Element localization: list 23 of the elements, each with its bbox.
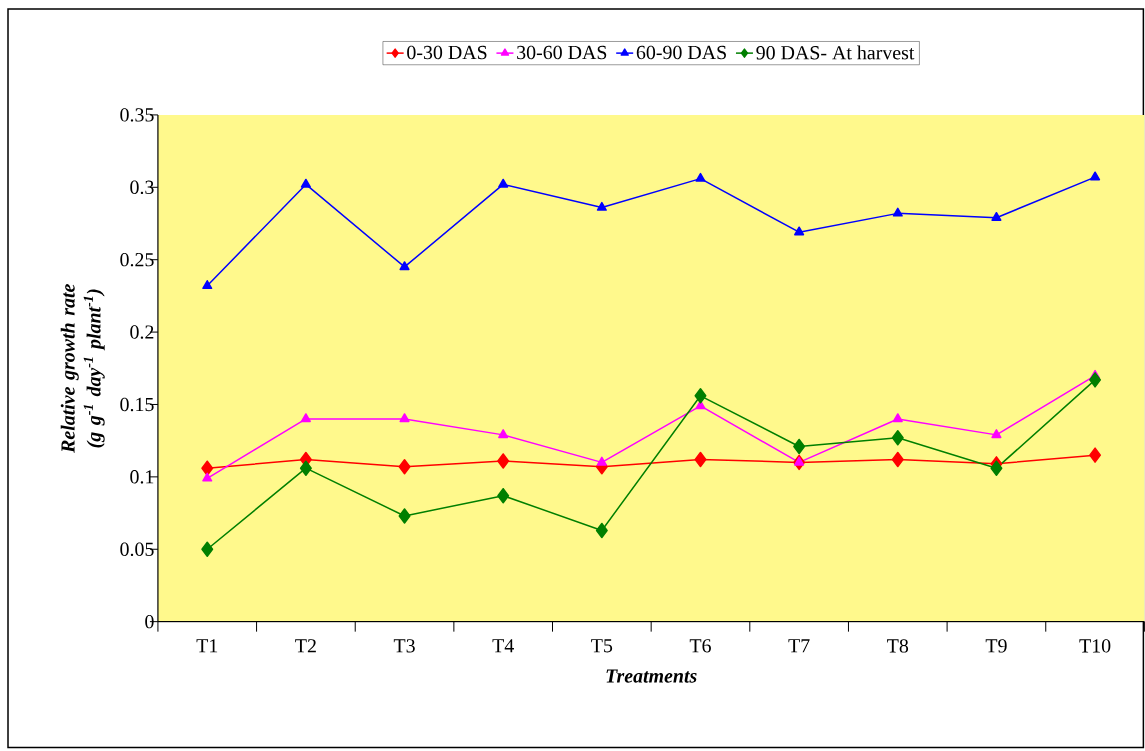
x-tick-label: T7 (788, 639, 810, 653)
x-tick-label: T8 (887, 639, 909, 653)
legend-label: 30-60 DAS (517, 45, 607, 60)
y-tick-label: 0.1 (130, 470, 154, 484)
x-tick-label: T2 (295, 639, 316, 653)
x-tick-label: T10 (1079, 639, 1111, 653)
legend-label: 0-30 DAS (407, 45, 487, 60)
x-tick-label: T3 (393, 639, 415, 653)
x-tick-label: T4 (492, 639, 514, 653)
x-tick-label: T6 (689, 639, 711, 653)
x-tick-label: T9 (985, 639, 1007, 653)
y-tick-label: 0.25 (120, 253, 154, 267)
y-tick-label: 0.2 (130, 325, 154, 340)
x-tick-label: T5 (591, 639, 613, 653)
x-tick-label: T1 (196, 639, 218, 653)
y-tick-label: 0.3 (130, 180, 154, 195)
x-axis-title: Treatments (606, 669, 697, 683)
y-tick-label: 0.05 (120, 542, 154, 557)
legend-label: 60-90 DAS (636, 45, 726, 60)
y-tick-label: 0.15 (120, 397, 154, 412)
y-tick-label: 0 (145, 615, 154, 629)
y-tick-label: 0.35 (120, 108, 154, 122)
legend-label: 90 DAS- At harvest (756, 45, 915, 60)
